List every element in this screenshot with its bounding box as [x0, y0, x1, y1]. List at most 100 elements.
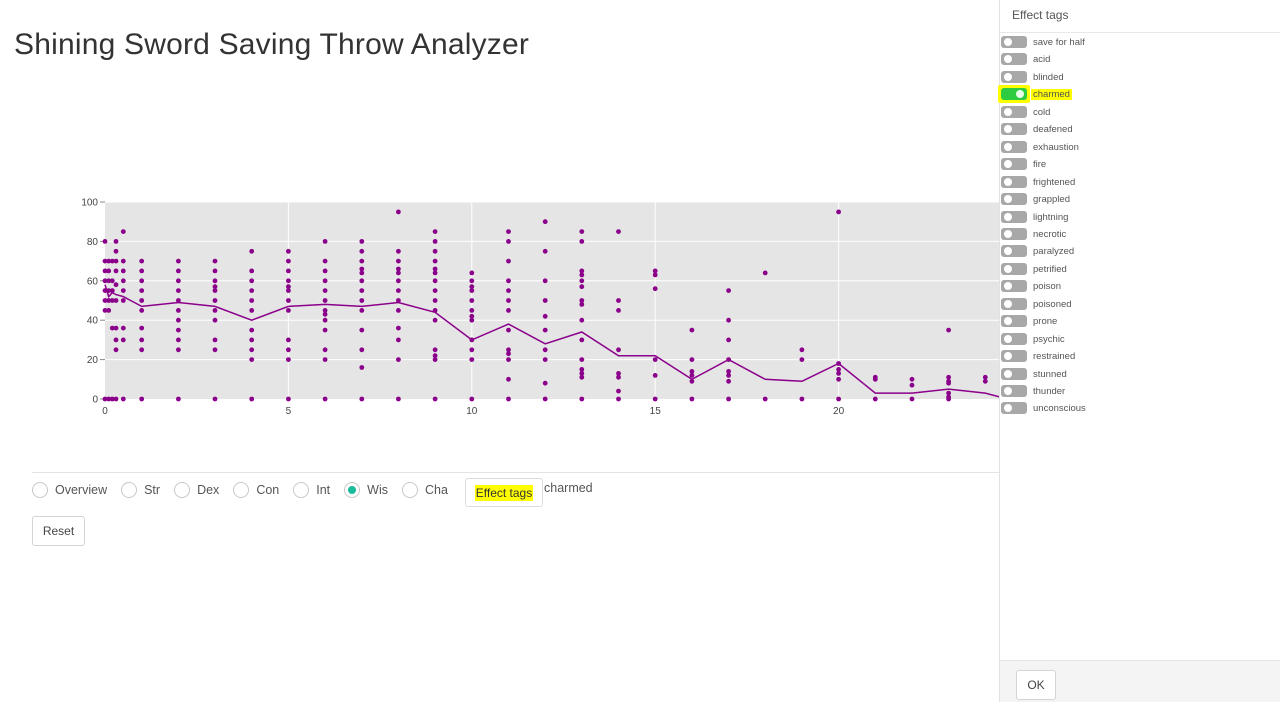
tag-necrotic[interactable]: necrotic	[1000, 227, 1200, 243]
data-point	[432, 270, 438, 276]
tag-petrified[interactable]: petrified	[1000, 262, 1200, 278]
data-point	[106, 288, 112, 293]
toggle-switch[interactable]	[1001, 140, 1027, 153]
tag-poison[interactable]: poison	[1000, 279, 1200, 295]
data-point	[799, 347, 805, 353]
radio-dex[interactable]: Dex	[174, 482, 219, 498]
toggle-switch[interactable]	[1001, 70, 1027, 83]
toggle-switch[interactable]	[1001, 385, 1027, 397]
data-point	[689, 373, 695, 378]
tag-grappled[interactable]: grappled	[1000, 192, 1200, 208]
data-point	[212, 337, 218, 343]
toggle-switch[interactable]	[1001, 227, 1027, 240]
data-point	[396, 278, 401, 284]
tag-psychic[interactable]: psychic	[1000, 332, 1200, 348]
radio-con[interactable]: Con	[233, 482, 279, 498]
data-point	[506, 351, 511, 357]
data-point	[120, 229, 126, 235]
radio-circle[interactable]	[174, 482, 191, 498]
toggle-switch[interactable]	[1001, 297, 1027, 310]
tag-blinded[interactable]: blinded	[1000, 70, 1200, 86]
radio-wis[interactable]: Wis	[344, 482, 388, 498]
tag-save-for-half[interactable]: save for half	[1000, 35, 1200, 51]
data-point	[322, 268, 328, 274]
toggle-switch[interactable]	[1001, 315, 1027, 328]
tag-thunder[interactable]: thunder	[1000, 384, 1200, 400]
tag-label: cold	[1033, 106, 1051, 118]
tag-acid[interactable]: acid	[1000, 52, 1200, 68]
toggle-switch[interactable]	[1001, 123, 1027, 136]
toggle-switch[interactable]	[1001, 245, 1027, 258]
radio-label: Dex	[197, 483, 220, 497]
radio-int[interactable]: Int	[293, 482, 330, 498]
toggle-switch[interactable]	[1001, 210, 1027, 223]
data-point	[689, 357, 695, 362]
reset-button[interactable]: Reset	[32, 516, 85, 546]
data-point	[836, 361, 841, 366]
radio-circle[interactable]	[233, 482, 250, 498]
toggle-switch[interactable]	[1001, 193, 1027, 206]
tag-unconscious[interactable]: unconscious	[1000, 401, 1200, 417]
radio-label: Con	[256, 483, 280, 497]
data-point	[139, 298, 145, 303]
effect-tags-button[interactable]: Effect tags	[465, 478, 543, 507]
toggle-switch[interactable]	[1001, 262, 1027, 275]
data-point	[396, 270, 401, 276]
y-tick-label: 60	[87, 276, 99, 287]
tag-fire[interactable]: fire	[1000, 157, 1200, 173]
data-point	[286, 337, 291, 343]
toggle-switch[interactable]	[1001, 158, 1027, 171]
toggle-switch[interactable]	[1001, 367, 1027, 380]
data-point	[176, 396, 181, 402]
data-point	[946, 380, 951, 386]
data-point	[689, 378, 695, 384]
data-point	[579, 357, 585, 362]
data-point	[946, 390, 951, 396]
radio-circle[interactable]	[293, 482, 310, 498]
tag-lightning[interactable]: lightning	[1000, 210, 1200, 226]
radio-circle[interactable]	[121, 482, 138, 498]
data-point	[542, 347, 548, 353]
toggle-switch[interactable]	[1001, 280, 1027, 293]
tag-paralyzed[interactable]: paralyzed	[1000, 244, 1200, 260]
data-point	[109, 258, 115, 264]
toggle-switch[interactable]	[1001, 105, 1027, 118]
toggle-switch[interactable]	[1001, 332, 1027, 345]
data-point	[579, 337, 585, 343]
tag-frightened[interactable]: frightened	[1000, 175, 1200, 191]
toggle-switch[interactable]	[1001, 88, 1027, 101]
data-point	[359, 270, 365, 276]
toggle-switch[interactable]	[1001, 53, 1027, 66]
tag-poisoned[interactable]: poisoned	[1000, 297, 1200, 313]
data-point	[139, 396, 145, 402]
data-point	[109, 325, 115, 331]
data-point	[432, 266, 438, 272]
tag-restrained[interactable]: restrained	[1000, 349, 1200, 365]
radio-str[interactable]: Str	[121, 482, 160, 498]
tag-charmed[interactable]: charmed	[998, 85, 1200, 104]
data-point	[322, 288, 328, 293]
toggle-switch[interactable]	[1001, 36, 1027, 48]
radio-circle[interactable]	[344, 482, 361, 498]
data-point	[102, 278, 108, 284]
data-point	[469, 357, 475, 362]
toggle-switch[interactable]	[1001, 350, 1027, 363]
tag-prone[interactable]: prone	[1000, 314, 1200, 330]
data-point	[469, 396, 475, 402]
toggle-switch[interactable]	[1001, 402, 1027, 415]
data-point	[120, 288, 126, 293]
data-point	[579, 239, 585, 244]
tag-cold[interactable]: cold	[1000, 105, 1200, 121]
data-point	[726, 378, 731, 384]
radio-cha[interactable]: Cha	[401, 482, 448, 498]
radio-circle[interactable]	[32, 482, 48, 498]
radio-circle[interactable]	[401, 482, 418, 498]
tag-deafened[interactable]: deafened	[1000, 122, 1200, 138]
tag-exhaustion[interactable]: exhaustion	[1000, 140, 1200, 156]
ok-button[interactable]: OK	[1016, 670, 1056, 700]
data-point	[102, 239, 108, 244]
tag-stunned[interactable]: stunned	[1000, 367, 1200, 383]
toggle-switch[interactable]	[1001, 175, 1027, 188]
radio-overview[interactable]: Overview	[32, 482, 107, 498]
data-point	[469, 308, 475, 313]
